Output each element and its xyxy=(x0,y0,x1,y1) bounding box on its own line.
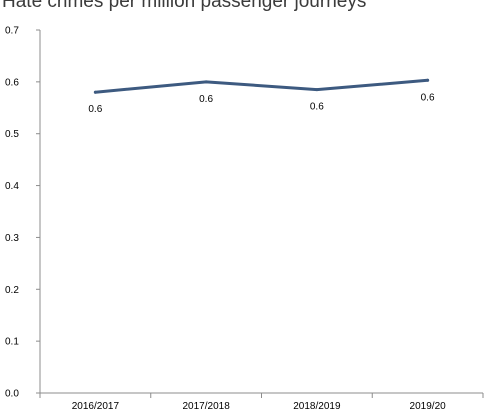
series-line xyxy=(93,78,430,94)
data-label: 0.6 xyxy=(199,94,213,105)
data-labels: 0.6 0.6 0.6 0.6 xyxy=(88,92,435,115)
x-axis-ticks: 2016/2017 2017/2018 2018/2019 2019/20 xyxy=(39,393,484,412)
x-tick-label: 2019/20 xyxy=(410,401,447,412)
data-label: 0.6 xyxy=(310,102,324,113)
y-tick-label: 0.0 xyxy=(5,389,19,400)
data-point xyxy=(93,90,97,94)
y-tick-label: 0.2 xyxy=(5,285,19,296)
chart-title: Hate crimes per million passenger journe… xyxy=(2,0,367,12)
data-point xyxy=(426,78,430,82)
y-tick-label: 0.5 xyxy=(5,129,19,140)
data-point xyxy=(204,80,208,84)
x-tick-label: 2016/2017 xyxy=(72,401,120,412)
y-tick-label: 0.3 xyxy=(5,233,19,244)
y-axis-ticks: 0.0 0.1 0.2 0.3 0.4 0.5 0.6 0.7 xyxy=(5,26,40,400)
data-label: 0.6 xyxy=(421,92,435,103)
x-tick-label: 2018/2019 xyxy=(293,401,341,412)
y-tick-label: 0.6 xyxy=(5,77,19,88)
data-point xyxy=(315,88,319,92)
data-label: 0.6 xyxy=(88,104,102,115)
y-tick-label: 0.1 xyxy=(5,337,19,348)
y-tick-label: 0.7 xyxy=(5,26,19,37)
y-tick-label: 0.4 xyxy=(5,181,19,192)
x-tick-label: 2017/2018 xyxy=(182,401,230,412)
series-layer xyxy=(93,78,430,94)
